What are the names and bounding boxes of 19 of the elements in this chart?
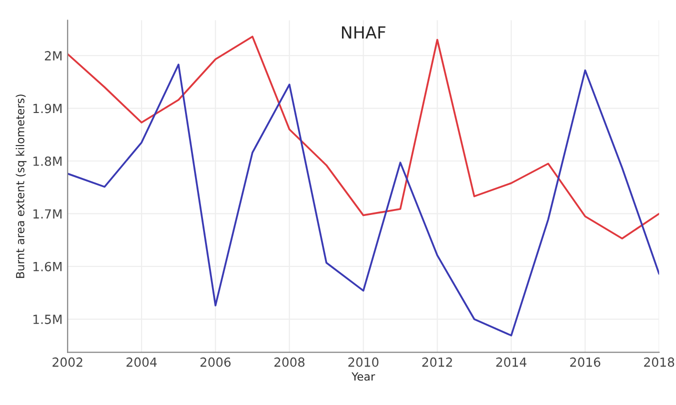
x-axis-title: Year	[352, 372, 376, 381]
y-tick-label: 1.8M	[33, 156, 62, 166]
y-tick-label: 1.7M	[33, 209, 62, 218]
x-tick-label: 2018	[644, 357, 674, 367]
x-tick-label: 2014	[496, 357, 526, 367]
y-tick-label: 1.5M	[33, 314, 62, 324]
x-tick-label: 2008	[274, 357, 304, 367]
x-tick-label: 2002	[52, 357, 82, 367]
chart-title: NHAF	[342, 26, 386, 38]
line-series	[68, 64, 660, 336]
y-axis-title: Burnt area extent (sq kilometers)	[16, 94, 27, 278]
x-tick-label: 2012	[422, 357, 452, 367]
x-tick-label: 2006	[200, 357, 231, 367]
x-tick-label: 2004	[126, 357, 157, 367]
y-tick-label: 1.9M	[33, 104, 62, 114]
x-tick-label: 2016	[570, 357, 600, 367]
y-tick-label: 2M	[44, 51, 62, 60]
x-tick-label: 2010	[348, 357, 378, 367]
y-tick-label: 1.6M	[33, 262, 62, 272]
